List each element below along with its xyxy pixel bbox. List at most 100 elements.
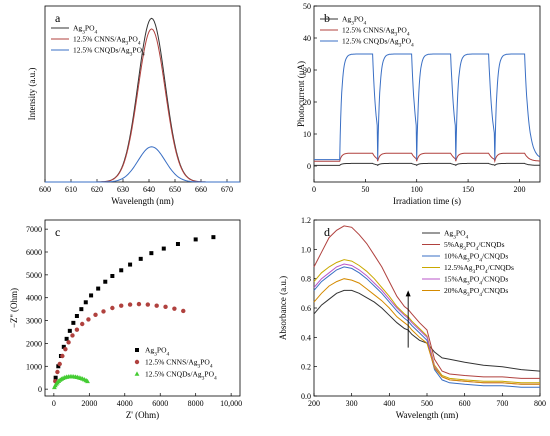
y-tick-label: 5000 [26, 271, 42, 280]
x-tick-label: 620 [91, 185, 103, 194]
data-point [110, 274, 115, 278]
legend-entry: Ag3PO4 [145, 346, 170, 358]
data-point [74, 314, 79, 318]
data-point [86, 317, 91, 322]
x-tick-label: 610 [65, 185, 77, 194]
x-tick-label: 800 [534, 399, 546, 408]
y-tick-label: 4000 [26, 294, 42, 303]
data-point [145, 302, 151, 307]
legend-entry: 5%Ag3PO4/CNQDs [444, 240, 505, 252]
legend-entry: 12.5%Ag3PO4/CNQDs [444, 263, 514, 275]
data-point [56, 364, 61, 369]
x-tick-label: 0 [52, 399, 56, 408]
legend-entry: 12.5% CNNS/Ag3PO4 [73, 35, 141, 47]
plot-frame [313, 5, 541, 183]
data-point [161, 246, 166, 251]
x-tick-label: 650 [169, 185, 181, 194]
data-point [61, 344, 66, 349]
y-tick-label: 1000 [26, 362, 42, 371]
y-axis-label: Absorbance (a.u.) [278, 276, 288, 340]
y-tick-label: 3000 [26, 317, 42, 326]
data-point [57, 361, 62, 367]
x-tick-label: 660 [195, 185, 207, 194]
data-point [79, 307, 84, 312]
data-point [175, 242, 180, 246]
panel-d: 200 300 400 500 600 700 800 0.0 0.2 0.4 0.6 0.8 1.0 1… [278, 216, 546, 420]
data-point [110, 305, 115, 311]
data-point [64, 336, 69, 341]
y-tick-label: 1.2 [301, 216, 311, 225]
data-point [136, 301, 142, 307]
panel-label: c [55, 225, 60, 239]
series-line [313, 225, 540, 379]
data-point [138, 256, 143, 261]
x-tick-label: 670 [221, 185, 233, 194]
data-point [103, 279, 108, 284]
x-tick-label: 150 [462, 185, 474, 194]
y-tick-label: 10 [303, 130, 311, 139]
x-tick-label: 630 [117, 185, 129, 194]
data-point [85, 378, 90, 384]
x-tick-label: 500 [421, 399, 433, 408]
series-line [313, 289, 541, 372]
data-point [71, 320, 76, 325]
legend-entry: 20%Ag3PO4/CNQDs [444, 286, 508, 298]
x-tick-label: 8000 [188, 399, 204, 408]
y-tick-label: 0.0 [301, 392, 311, 401]
data-point [60, 353, 65, 359]
legend-entry: 12.5% CNQDs/Ag3PO4 [342, 37, 414, 49]
data-point [67, 328, 72, 333]
x-axis-label: Z' (Ohm) [126, 410, 159, 420]
y-tick-label: 0.2 [301, 363, 311, 372]
data-point [80, 321, 85, 327]
data-point [211, 235, 216, 240]
series-line [314, 152, 540, 164]
plot-frame [44, 219, 241, 397]
data-point [101, 309, 106, 314]
legend-entry: Ag3PO4 [342, 15, 367, 27]
data-point [149, 251, 154, 256]
series-line [314, 162, 540, 167]
legend-entry: 10%Ag3PO4/CNQDs [444, 252, 508, 264]
data-point [70, 333, 75, 338]
series-line [313, 266, 540, 388]
y-axis-label: −Z'' (Ohm) [9, 288, 19, 328]
panel-c: 0 2000 4000 6000 8000 10,000 0 1000 2000 3000 4000… [9, 219, 242, 420]
legend-entry: Ag3PO4 [73, 24, 98, 36]
x-tick-label: 600 [459, 399, 471, 408]
y-tick-label: 30 [303, 66, 311, 75]
x-tick-label: 50 [361, 185, 369, 194]
x-tick-label: 400 [383, 399, 395, 408]
data-point [83, 300, 88, 305]
x-tick-label: 700 [496, 399, 508, 408]
data-point [53, 375, 58, 380]
data-point [119, 268, 124, 273]
x-tick-label: 200 [513, 185, 525, 194]
data-point [93, 312, 98, 318]
data-point [181, 308, 186, 314]
data-point [74, 327, 80, 332]
data-point [163, 304, 168, 310]
x-tick-label: 10,000 [220, 399, 242, 408]
x-tick-label: 4000 [117, 399, 133, 408]
data-point [96, 286, 101, 291]
x-axis-label: Irradiation time (s) [393, 196, 461, 206]
y-tick-label: 20 [303, 98, 311, 107]
panel-label: b [324, 11, 330, 25]
data-point [172, 306, 177, 311]
x-tick-label: 300 [346, 399, 358, 408]
y-tick-label: 1.0 [301, 245, 311, 254]
series-line [313, 259, 540, 384]
y-tick-label: 0.6 [301, 304, 311, 313]
x-axis-label: Wavelength (nm) [396, 410, 459, 420]
panel-a: 600 610 620 630 640 650 660 670 Wavelength (nm) I… [27, 5, 241, 206]
legend-entry: Ag3PO4 [444, 229, 469, 241]
y-tick-label: 0 [307, 162, 311, 171]
x-tick-label: 640 [143, 185, 155, 194]
trend-arrowhead [405, 290, 411, 297]
y-tick-label: 2000 [26, 339, 42, 348]
legend-swatch [135, 348, 139, 352]
y-tick-label: 50 [303, 2, 311, 11]
legend-swatch [134, 371, 140, 376]
